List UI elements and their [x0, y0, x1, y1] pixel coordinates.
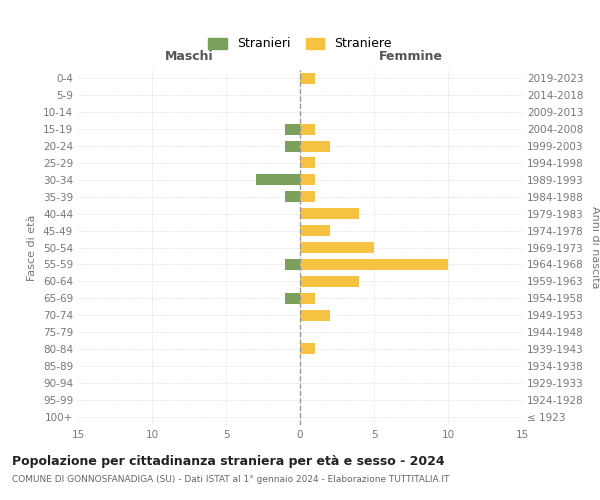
Bar	[300, 140, 329, 151]
Bar	[300, 73, 315, 84]
Text: COMUNE DI GONNOSFANADIGA (SU) - Dati ISTAT al 1° gennaio 2024 - Elaborazione TUT: COMUNE DI GONNOSFANADIGA (SU) - Dati IST…	[12, 475, 449, 484]
Bar	[285, 124, 300, 134]
Text: Maschi: Maschi	[164, 50, 214, 63]
Bar	[300, 225, 329, 236]
Bar	[300, 292, 315, 304]
Bar	[300, 208, 359, 219]
Bar	[300, 259, 448, 270]
Bar	[285, 192, 300, 202]
Text: Femmine: Femmine	[379, 50, 443, 63]
Bar	[300, 276, 359, 287]
Bar	[300, 192, 315, 202]
Y-axis label: Fasce di età: Fasce di età	[28, 214, 37, 280]
Bar	[300, 158, 315, 168]
Text: Popolazione per cittadinanza straniera per età e sesso - 2024: Popolazione per cittadinanza straniera p…	[12, 455, 445, 468]
Bar	[256, 174, 300, 186]
Bar	[285, 140, 300, 151]
Bar	[300, 174, 315, 186]
Bar	[300, 242, 374, 253]
Bar	[285, 259, 300, 270]
Y-axis label: Anni di nascita: Anni di nascita	[590, 206, 600, 289]
Bar	[300, 310, 329, 320]
Bar	[300, 124, 315, 134]
Bar	[300, 344, 315, 354]
Bar	[285, 292, 300, 304]
Legend: Stranieri, Straniere: Stranieri, Straniere	[205, 34, 395, 54]
